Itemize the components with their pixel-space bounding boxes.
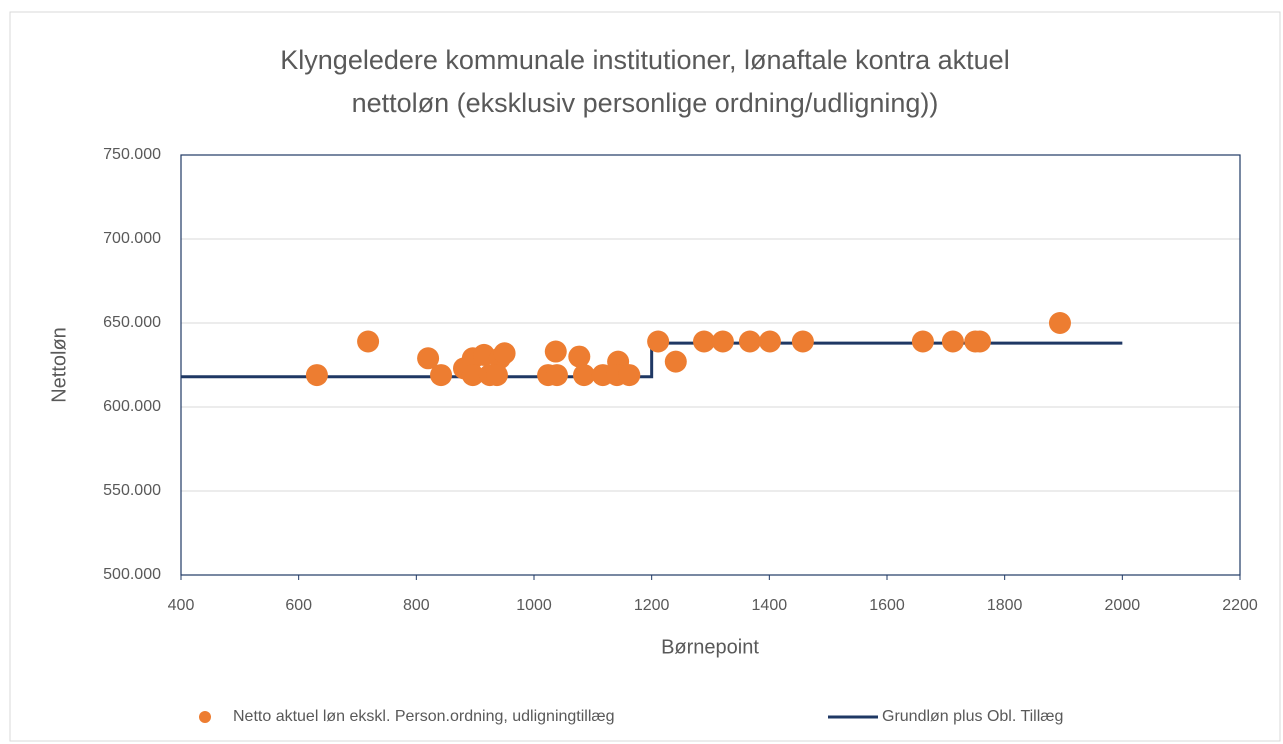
scatter-point bbox=[485, 364, 508, 387]
scatter-point bbox=[573, 364, 596, 387]
x-tick-label: 800 bbox=[403, 597, 430, 614]
x-tick-label: 1200 bbox=[634, 597, 670, 614]
legend-swatch bbox=[199, 711, 211, 723]
scatter-point bbox=[647, 330, 670, 353]
x-tick-label: 2200 bbox=[1222, 597, 1258, 614]
legend-label: Grundløn plus Obl. Tillæg bbox=[882, 708, 1063, 725]
y-tick-label: 750.000 bbox=[103, 146, 161, 163]
x-tick-label: 600 bbox=[285, 597, 312, 614]
scatter-point bbox=[711, 330, 734, 353]
chart-title: Klyngeledere kommunale institutioner, lø… bbox=[280, 45, 1009, 75]
scatter-point bbox=[618, 364, 641, 387]
chart-title: nettoløn (eksklusiv personlige ordning/u… bbox=[352, 88, 939, 118]
scatter-point bbox=[738, 330, 761, 353]
x-tick-label: 2000 bbox=[1105, 597, 1141, 614]
y-tick-label: 700.000 bbox=[103, 230, 161, 247]
y-axis-label: Nettoløn bbox=[48, 327, 70, 403]
scatter-point bbox=[493, 342, 516, 365]
y-tick-label: 500.000 bbox=[103, 566, 161, 583]
scatter-point bbox=[461, 364, 484, 387]
x-tick-label: 400 bbox=[168, 597, 195, 614]
scatter-point bbox=[430, 364, 453, 387]
scatter-point bbox=[357, 330, 380, 353]
legend-label: Netto aktuel løn ekskl. Person.ordning, … bbox=[233, 708, 615, 725]
scatter-point bbox=[305, 364, 328, 387]
scatter-point bbox=[911, 330, 934, 353]
y-tick-label: 600.000 bbox=[103, 398, 161, 415]
scatter-point bbox=[791, 330, 814, 353]
x-axis-label: Børnepoint bbox=[661, 636, 759, 658]
scatter-point bbox=[941, 330, 964, 353]
y-tick-label: 550.000 bbox=[103, 482, 161, 499]
scatter-point bbox=[664, 350, 687, 373]
y-tick-label: 650.000 bbox=[103, 314, 161, 331]
scatter-point bbox=[758, 330, 781, 353]
scatter-point bbox=[417, 347, 440, 370]
scatter-point bbox=[545, 364, 568, 387]
scatter-point bbox=[544, 340, 567, 363]
scatter-point bbox=[568, 345, 591, 368]
series-line bbox=[181, 341, 1123, 379]
x-tick-label: 1400 bbox=[752, 597, 788, 614]
scatter-point bbox=[693, 330, 716, 353]
x-tick-label: 1000 bbox=[516, 597, 552, 614]
scatter-point bbox=[968, 330, 991, 353]
x-tick-label: 1600 bbox=[869, 597, 905, 614]
x-tick-label: 1800 bbox=[987, 597, 1023, 614]
scatter-point bbox=[1048, 312, 1071, 334]
plot-area bbox=[180, 154, 1241, 576]
